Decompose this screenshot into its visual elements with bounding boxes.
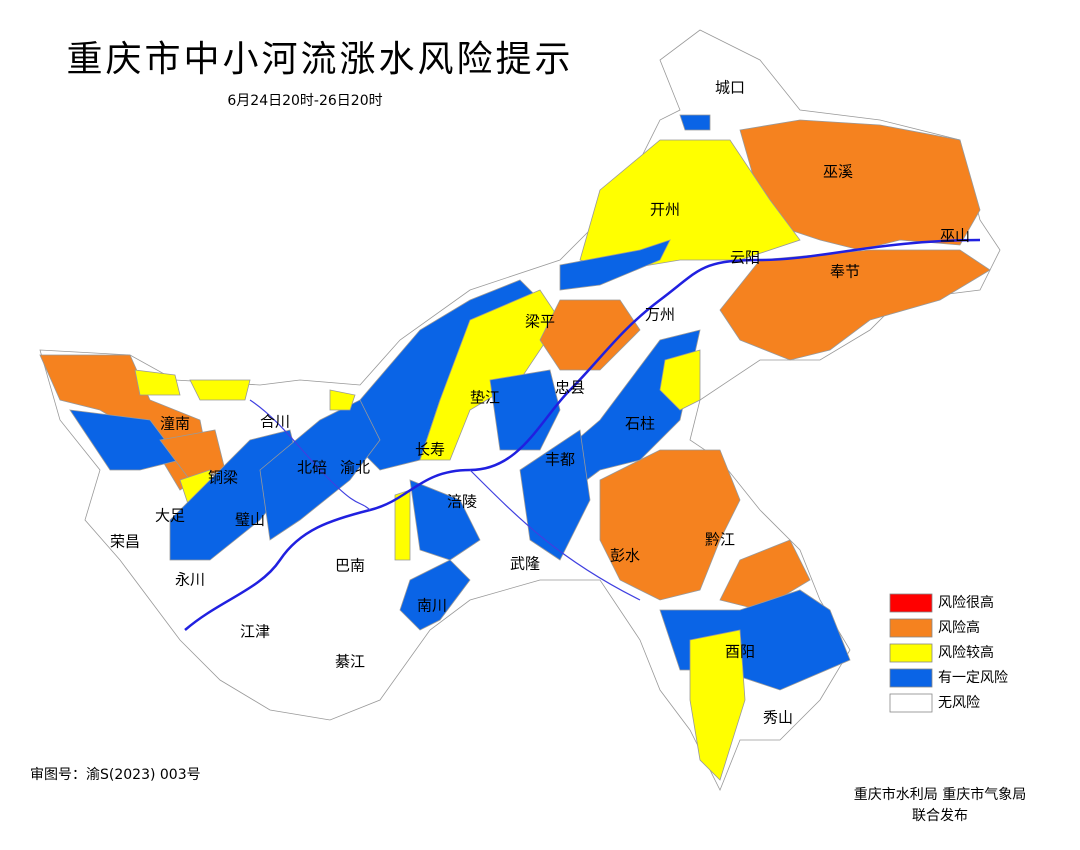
yangtze-river <box>184 238 981 631</box>
district-label: 奉节 <box>830 263 860 281</box>
district-label: 合川 <box>260 413 290 431</box>
district-label: 开州 <box>650 201 680 219</box>
wu-river <box>469 469 641 601</box>
district-label: 铜梁 <box>208 469 238 487</box>
district-label: 酉阳 <box>725 643 755 661</box>
region <box>559 239 671 291</box>
region <box>489 369 561 451</box>
region <box>689 629 746 781</box>
district-label: 石柱 <box>625 415 655 433</box>
district-label: 渝北 <box>340 459 370 477</box>
district-label: 云阳 <box>730 249 760 267</box>
district-label: 綦江 <box>335 653 365 671</box>
subtitle: 6月24日20时-26日20时 <box>227 93 382 109</box>
district-label: 北碚 <box>297 459 327 477</box>
region <box>189 379 251 401</box>
district-label: 巫山 <box>940 227 970 245</box>
issuer: 重庆市水利局 重庆市气象局 <box>854 786 1026 803</box>
region <box>519 429 591 561</box>
region <box>329 389 356 411</box>
region <box>134 369 181 396</box>
region <box>539 299 641 371</box>
district-label: 涪陵 <box>447 493 477 511</box>
district-label: 潼南 <box>160 415 190 433</box>
legend-swatch <box>889 643 933 663</box>
district-label: 璧山 <box>235 511 265 529</box>
map <box>39 29 1001 791</box>
legend-label: 无风险 <box>938 695 980 711</box>
district-labels: 城口 巫溪 开州 云阳 奉节 巫山 万州 梁平 垫江 忠县 石柱 长寿 丰都 涪… <box>110 79 970 727</box>
district-label: 武隆 <box>510 555 540 573</box>
region <box>409 479 481 561</box>
legend-swatch <box>889 593 933 613</box>
district-label: 彭水 <box>610 547 640 565</box>
district-label: 江津 <box>240 623 270 641</box>
legend-label: 风险高 <box>938 619 980 636</box>
title: 重庆市中小河流涨水风险提示 <box>66 39 573 80</box>
legend-swatch <box>889 618 933 638</box>
legend-swatch <box>889 668 933 688</box>
district-label: 南川 <box>417 597 447 615</box>
district-label: 秀山 <box>763 709 793 727</box>
legend-label: 风险很高 <box>938 594 994 611</box>
district-label: 城口 <box>715 79 745 97</box>
region <box>394 489 411 561</box>
district-label: 荣昌 <box>110 533 140 551</box>
district-label: 垫江 <box>470 389 500 407</box>
legend-swatch <box>889 693 933 713</box>
district-label: 长寿 <box>415 441 445 459</box>
region <box>69 409 181 471</box>
approval-number: 审图号：渝S(2023) 003号 <box>30 767 201 783</box>
region <box>419 289 561 461</box>
district-label: 永川 <box>175 571 205 589</box>
region <box>679 114 711 131</box>
district-label: 忠县 <box>555 379 585 397</box>
legend-label: 有一定风险 <box>938 670 1008 686</box>
district-label: 黔江 <box>705 531 735 549</box>
district-label: 万州 <box>645 306 675 324</box>
legend-label: 风险较高 <box>938 644 994 661</box>
district-label: 梁平 <box>525 313 555 331</box>
district-label: 大足 <box>155 507 185 525</box>
region <box>599 449 741 601</box>
district-label: 丰都 <box>545 451 575 469</box>
jialing-river <box>249 399 371 511</box>
region <box>719 249 991 361</box>
issuer-note: 联合发布 <box>912 808 968 824</box>
district-label: 巴南 <box>335 557 365 575</box>
district-label: 巫溪 <box>823 163 853 181</box>
region <box>659 349 701 411</box>
